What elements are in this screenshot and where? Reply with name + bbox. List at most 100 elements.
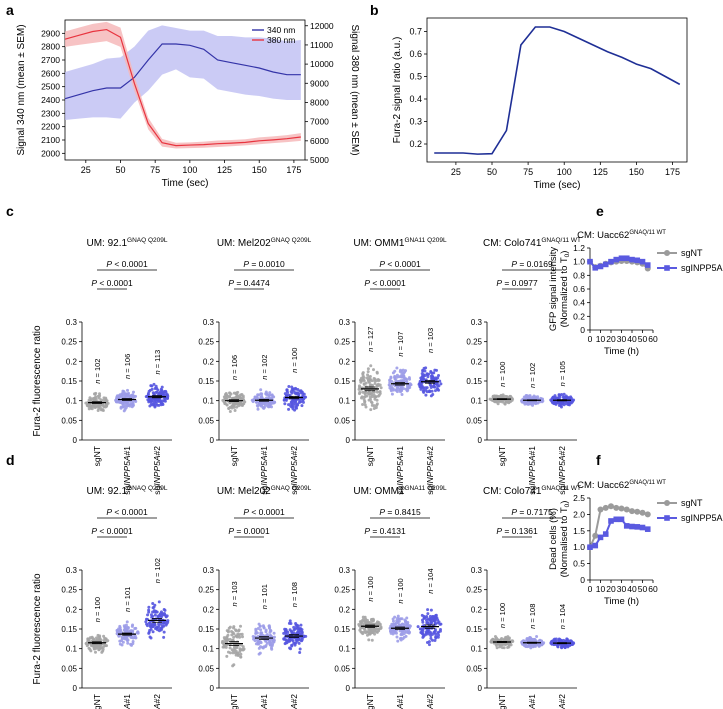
data-point	[365, 630, 369, 634]
data-point	[227, 406, 231, 410]
data-point	[364, 617, 368, 621]
data-point	[357, 392, 361, 396]
category-label: sgNT	[497, 446, 507, 466]
data-point	[260, 392, 264, 396]
data-point	[427, 640, 431, 644]
n-italic: n	[558, 625, 567, 629]
category-suffix: #1	[259, 446, 269, 456]
data-point	[147, 389, 151, 393]
group-title: UM: 92.1GNAQ Q209L	[86, 237, 167, 249]
data-point	[298, 647, 302, 651]
category-prefix: sg	[557, 485, 567, 494]
y-tick-label: 0.2	[339, 357, 351, 366]
data-point	[290, 630, 294, 634]
data-point	[369, 408, 373, 412]
n-italic: n	[93, 618, 102, 622]
data-point	[283, 642, 287, 646]
data-point	[290, 638, 294, 642]
data-point	[505, 638, 509, 642]
data-point	[271, 640, 275, 644]
data-point	[285, 638, 289, 642]
x-tick-label: 175	[286, 165, 301, 175]
marker-sgINPP5A	[613, 516, 620, 523]
y-axis-label: Fura-2 signal ratio (a.u.)	[392, 37, 403, 144]
marker-sgINPP5A	[587, 544, 593, 550]
data-point	[131, 390, 135, 394]
data-point	[162, 630, 166, 634]
y-left-tick-label: 2000	[41, 148, 60, 158]
n-italic: n	[230, 602, 239, 606]
y-tick-label: 0.15	[334, 625, 350, 634]
category-prefix: sg	[152, 485, 162, 494]
data-point	[131, 623, 135, 627]
data-point	[362, 382, 366, 386]
data-point	[269, 396, 273, 400]
data-point	[157, 600, 161, 604]
data-point	[240, 635, 244, 639]
n-rest: = 103	[230, 581, 239, 602]
legend-label: sgINPP5A	[681, 513, 723, 523]
y-tick-label: 0.05	[334, 664, 350, 673]
n-label: n = 127	[366, 327, 375, 352]
x-tick-label: 150	[629, 167, 644, 177]
data-point	[367, 392, 371, 396]
pvalue-label: P < 0.0001	[364, 278, 406, 288]
group-title-sup: GNAQ/11 WT	[541, 485, 581, 492]
data-point	[105, 644, 109, 648]
data-point	[368, 397, 372, 401]
data-point	[424, 386, 428, 390]
n-rest: = 102	[528, 363, 537, 384]
data-point	[563, 645, 567, 649]
data-point	[569, 396, 573, 400]
pvalue-rest: = 0.0977	[502, 278, 538, 288]
data-point	[131, 400, 135, 404]
data-point	[437, 388, 441, 392]
panel-title: CM: Uacc62GNAQ/11 WT	[577, 480, 666, 491]
data-point	[149, 636, 153, 640]
data-point	[495, 642, 499, 646]
panel-title-main: CM: Uacc62	[577, 480, 629, 491]
n-italic: n	[93, 380, 102, 384]
data-point	[131, 642, 135, 646]
data-point	[388, 378, 392, 382]
data-point	[366, 370, 370, 374]
data-point	[396, 614, 400, 618]
data-point	[526, 400, 530, 404]
data-point	[88, 647, 92, 651]
marker-sgINPP5A	[623, 255, 630, 262]
data-point	[239, 393, 243, 397]
data-point	[432, 619, 436, 623]
n-label: n = 102	[93, 359, 102, 384]
y-tick-label: 0.25	[466, 338, 482, 347]
data-point	[395, 619, 399, 623]
data-point	[289, 647, 293, 651]
data-point	[288, 619, 292, 623]
y-axis-label: Dead cells (%)	[548, 508, 559, 570]
data-point	[146, 613, 150, 617]
data-point	[284, 398, 288, 402]
marker-sgINPP5A	[602, 531, 609, 537]
data-point	[431, 615, 435, 619]
data-point	[120, 392, 124, 396]
x-tick-label: 50	[638, 334, 648, 344]
y-tick-label: 0.1	[66, 645, 78, 654]
data-point	[289, 402, 293, 406]
data-point	[163, 608, 167, 612]
pvalue-rest: < 0.0001	[112, 259, 148, 269]
data-point	[121, 404, 125, 408]
data-point	[294, 641, 298, 645]
y-tick-label: 0.6	[409, 49, 422, 59]
data-point	[433, 638, 437, 642]
marker-sgINPP5A	[623, 523, 630, 529]
data-point	[118, 629, 122, 633]
y-axis-label: GFP signal intensity	[548, 247, 559, 332]
y-axis-label-2-end: )	[559, 251, 570, 254]
data-point	[258, 640, 262, 644]
n-label: n = 108	[290, 582, 299, 607]
y-tick-label: 0.25	[198, 338, 214, 347]
n-label: n = 102	[528, 363, 537, 388]
category-label: sgNT	[365, 694, 375, 709]
data-point	[498, 645, 502, 649]
y-left-tick-label: 2200	[41, 122, 60, 132]
marker-sgINPP5A	[587, 258, 593, 265]
